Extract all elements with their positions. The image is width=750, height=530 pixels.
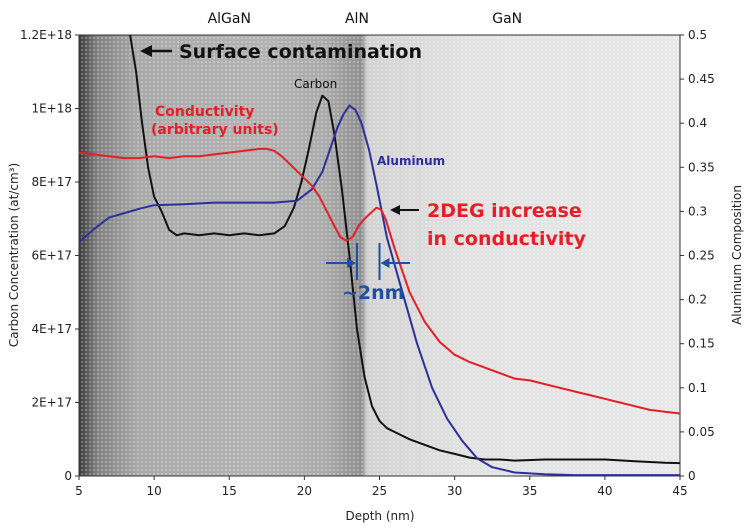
surface-contamination-arrow-head [140, 45, 152, 57]
y-right-tick-label: 0.35 [688, 160, 715, 174]
y-right-tick-label: 0.1 [688, 381, 707, 395]
y-left-tick-label: 4E+17 [31, 322, 72, 336]
region-label-algan: AlGaN [208, 11, 251, 27]
y-axis-title-right: Aluminum Composition [730, 185, 744, 325]
y-right-tick-label: 0.5 [688, 28, 707, 42]
y-right-tick-label: 0.3 [688, 204, 707, 218]
region-label-gan: GaN [492, 11, 522, 27]
x-tick-label: 30 [447, 484, 462, 498]
x-tick-label: 35 [522, 484, 537, 498]
region-labels: AlGaN AlN GaN [208, 11, 523, 27]
x-axis-title: Depth (nm) [345, 509, 414, 523]
y-axis-title-left: Carbon Concentration (at/cm³) [7, 163, 21, 347]
twodeg-arrow-head [390, 205, 400, 215]
y-left-tick-label: 1E+18 [31, 102, 72, 116]
width-arrow-right-head [380, 258, 390, 268]
width-arrow-left-head [346, 258, 356, 268]
series-lines [78, 34, 681, 477]
y-right-tick-label: 0.45 [688, 72, 715, 86]
width-label: ~2nm [342, 282, 404, 304]
y-left-tick-label: 8E+17 [31, 175, 72, 189]
twodeg-label-line1: 2DEG increase [427, 200, 582, 222]
y-right-tick-label: 0.05 [688, 425, 715, 439]
y-right-tick-label: 0.4 [688, 116, 707, 130]
annotations: Surface contamination Carbon Aluminum Condu… [140, 41, 586, 304]
y-right-tick-label: 0.15 [688, 337, 715, 351]
surface-contamination-label: Surface contamination [179, 41, 422, 63]
carbon-label: Carbon [294, 77, 337, 91]
region-label-aln: AlN [345, 11, 369, 27]
y-left-tick-label: 6E+17 [31, 249, 72, 263]
conductivity-line [78, 147, 681, 415]
aluminum-line [78, 104, 680, 477]
x-tick-label: 40 [597, 484, 612, 498]
y-right-tick-label: 0.2 [688, 293, 707, 307]
conductivity-label-line1: Conductivity [155, 104, 254, 120]
x-tick-label: 20 [297, 484, 312, 498]
y-left-tick-label: 1.2E+18 [20, 28, 72, 42]
x-tick-label: 10 [146, 484, 161, 498]
x-tick-label: 25 [372, 484, 387, 498]
y-left-tick-label: 0 [64, 469, 72, 483]
twodeg-label-line2: in conductivity [427, 228, 586, 250]
x-tick-label: 45 [672, 484, 687, 498]
y-right-tick-label: 0 [688, 469, 696, 483]
conductivity-label-line2: (arbitrary units) [151, 122, 279, 138]
y-right-tick-label: 0.25 [688, 249, 715, 263]
y-left-tick-label: 2E+17 [31, 396, 72, 410]
axes: 5 10 15 20 25 30 35 40 4502E+174E+176E+178E+171E… [20, 28, 715, 498]
aluminum-label: Aluminum [377, 154, 445, 168]
x-tick-label: 5 [75, 484, 83, 498]
carbon-line [129, 34, 681, 465]
x-tick-label: 15 [222, 484, 237, 498]
